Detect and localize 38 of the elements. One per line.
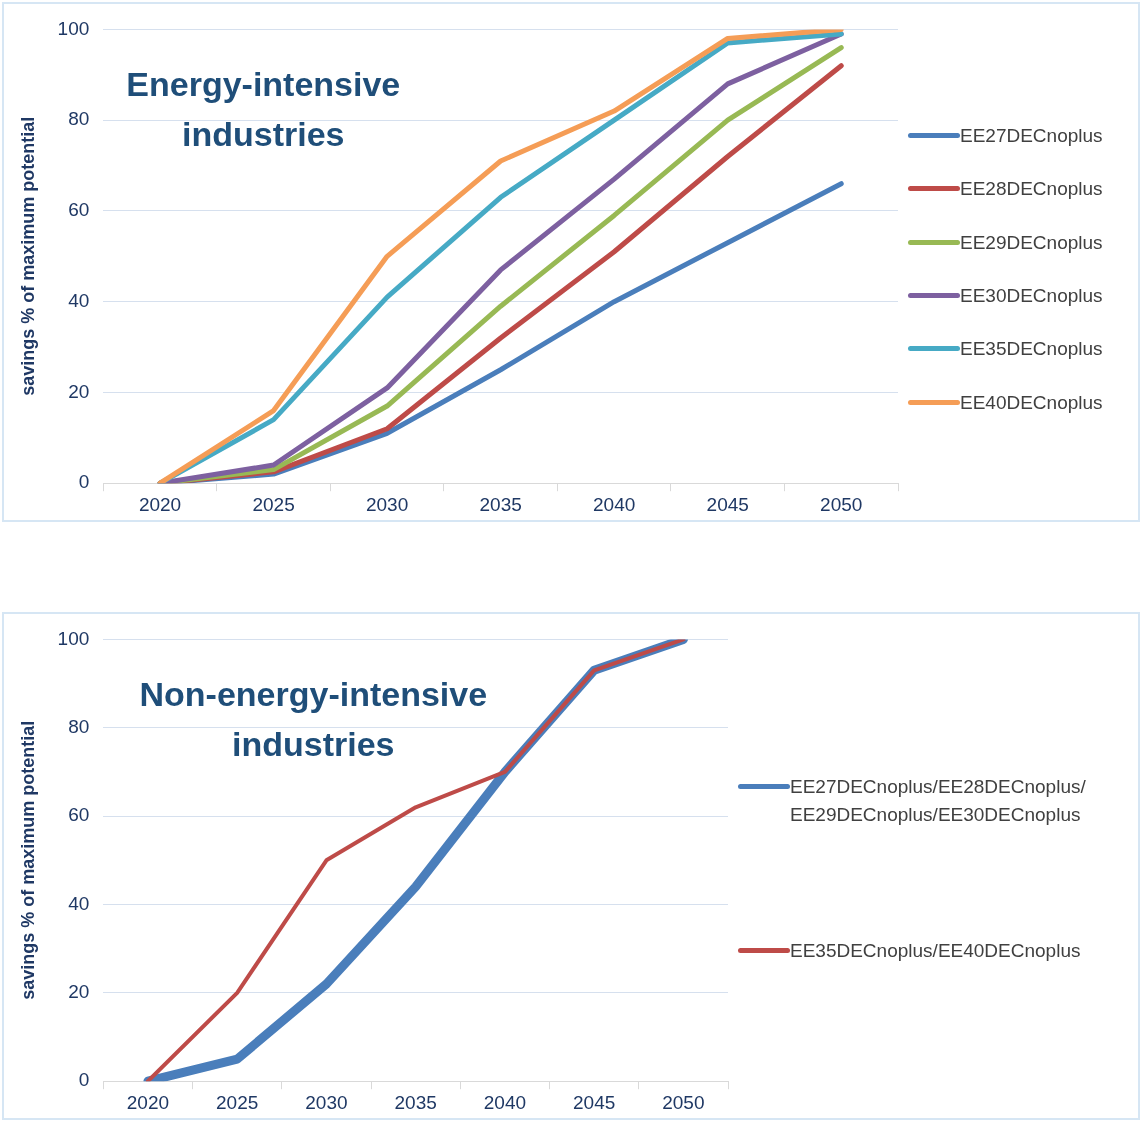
x-tick-label: 2030 [365,493,409,515]
text: Non-energy-intensive industries [138,674,489,766]
legend-label: EE35DECnoplus/EE40DECnoplus [790,939,1082,964]
y-tick-label: 40 [68,892,90,914]
y-tick-label: 100 [57,627,90,649]
legend-label: EE28DECnoplus [960,177,1104,202]
y-tick-label: 80 [68,108,90,130]
x-tick-label: 2025 [252,493,295,515]
legend-label: EE40DECnoplus [960,390,1104,415]
legend-label: EE35DECnoplus [960,337,1104,362]
y-tick-label: 20 [68,380,90,402]
y-axis-title: savings % of maximum potential [17,116,38,396]
legend-label: EE27DECnoplus [960,124,1104,149]
x-tick-label: 2035 [479,493,522,515]
x-tick-label: 2030 [305,1091,348,1113]
y-tick-label: 20 [68,981,90,1003]
x-tick-label: 2050 [820,493,863,515]
y-tick-label: 60 [68,199,90,221]
y-tick-label: 80 [68,715,90,737]
legend-label: EE27DECnoplus/EE28DECnoplus/EE29DECnoplus/EE30DECnoplus [790,775,1087,828]
x-tick-label: 2025 [216,1091,259,1113]
legend-label: EE30DECnoplus [960,284,1104,309]
y-tick-label: 60 [68,804,90,826]
x-tick-label: 2045 [573,1091,616,1113]
y-axis-title: savings % of maximum potential [17,720,38,1000]
y-tick-label: 0 [78,471,90,493]
y-tick-label: 0 [78,1069,90,1091]
legend-label: EE29DECnoplus [960,230,1104,255]
x-tick-label: 2020 [138,493,182,515]
x-tick-label: 2040 [593,493,636,515]
y-tick-label: 40 [68,289,90,311]
x-tick-label: 2020 [126,1091,170,1113]
x-tick-label: 2050 [662,1091,705,1113]
x-tick-label: 2040 [483,1091,527,1113]
x-tick-label: 2045 [706,493,749,515]
x-tick-label: 2035 [394,1091,437,1113]
text: Energy-intensive industries [125,64,402,156]
y-tick-label: 100 [57,17,90,39]
